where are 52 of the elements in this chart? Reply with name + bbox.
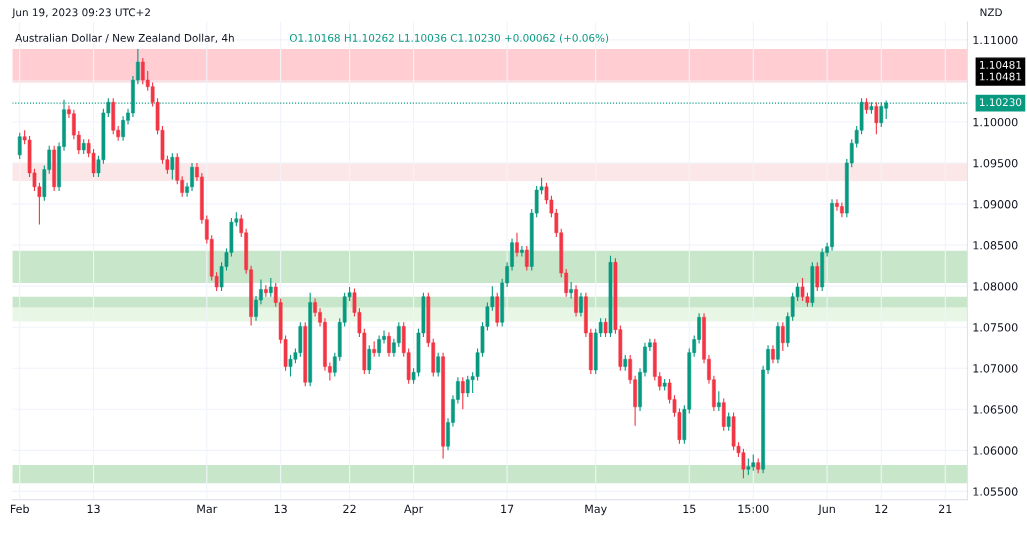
x-tick-label: 21 xyxy=(939,504,952,513)
y-tick-label: 1.06000 xyxy=(973,446,1018,455)
x-tick-label: 15 xyxy=(683,504,696,514)
y-tick-label: 1.09500 xyxy=(973,159,1018,168)
candlestick xyxy=(17,132,22,160)
candlestick xyxy=(170,152,175,181)
candlestick xyxy=(579,292,583,318)
x-tick-label: 13 xyxy=(87,504,100,514)
candlestick xyxy=(524,245,529,272)
candlestick xyxy=(815,261,820,292)
y-axis-title: NZD xyxy=(980,8,1002,17)
candlestick xyxy=(569,281,573,300)
candlestick xyxy=(264,284,268,298)
x-tick-label: Feb xyxy=(10,504,29,514)
y-tick-label: 1.07500 xyxy=(973,323,1018,332)
y-tick-label: 1.11000 xyxy=(973,35,1018,45)
candlestick xyxy=(780,321,785,352)
x-tick-label: Mar xyxy=(197,504,218,514)
candlestick xyxy=(460,376,465,410)
x-tick-label: 15:00 xyxy=(738,504,769,514)
candlestick xyxy=(771,344,775,364)
candlestick xyxy=(603,317,608,338)
candlestick xyxy=(874,101,879,135)
y-tick-label: 1.09000 xyxy=(973,200,1018,209)
candlestick xyxy=(716,390,721,412)
x-tick-label: Jun xyxy=(817,504,835,516)
candlestick xyxy=(387,331,391,358)
y-tick-label: 1.05500 xyxy=(973,487,1018,496)
y-tick-label: 1.08000 xyxy=(973,282,1018,291)
candlestick xyxy=(520,245,524,258)
text: Australian Dollar / New Zealand Dollar, 4h xyxy=(15,33,234,43)
candlestick xyxy=(726,412,731,432)
candlestick xyxy=(574,284,578,318)
text: O1.10168 H1.10262 L1.10036 C1.10230 +0.00062 (+0.06%) xyxy=(289,33,609,44)
y-tick-label: 1.10000 xyxy=(973,117,1018,127)
band-label: 1.10481 1.10481 xyxy=(980,60,1022,81)
candlestick xyxy=(515,232,519,258)
candlestick xyxy=(721,398,726,432)
candlestick xyxy=(367,344,372,375)
candlestick xyxy=(436,352,441,378)
x-tick-label: 12 xyxy=(875,504,888,513)
x-tick-label: 13 xyxy=(274,504,287,514)
x-tick-label: 17 xyxy=(501,504,514,513)
ref-line-label: 1.10230 xyxy=(980,98,1022,107)
y-tick-label: 1.07000 xyxy=(973,364,1018,373)
x-tick-label: 22 xyxy=(343,504,356,513)
y-tick-label: 1.06500 xyxy=(973,405,1018,414)
text: Jun 19, 2023 09:23 UTC+2 xyxy=(11,8,150,19)
candlestick xyxy=(268,277,273,298)
x-tick-label: Apr xyxy=(404,504,424,516)
y-tick-label: 1.08500 xyxy=(973,241,1018,250)
x-tick-label: May xyxy=(585,504,607,516)
